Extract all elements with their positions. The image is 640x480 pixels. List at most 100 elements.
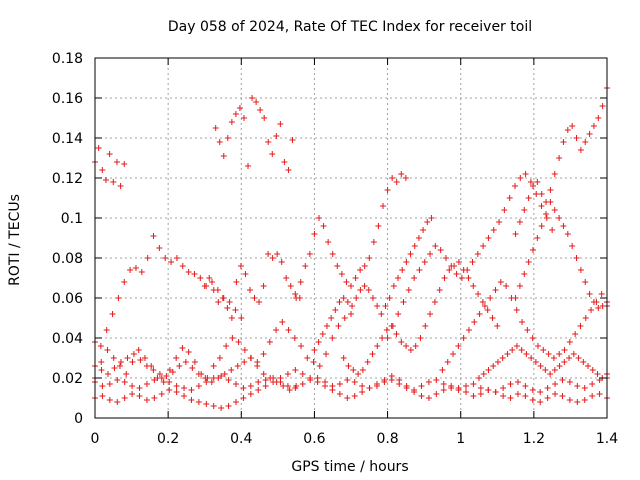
- data-point: [144, 255, 151, 261]
- data-point: [221, 371, 228, 377]
- data-point: [117, 183, 124, 189]
- data-point: [218, 405, 225, 411]
- data-point: [398, 171, 405, 177]
- data-point: [181, 385, 188, 391]
- data-point: [487, 295, 494, 301]
- data-point: [260, 351, 267, 357]
- y-axis-tick-labels: 0 0.02 0.04 0.06 0.08 0.1 0.12 0.14 0.16 0.18: [52, 51, 83, 427]
- data-point: [247, 391, 254, 397]
- data-point: [540, 347, 547, 353]
- data-point: [299, 381, 306, 387]
- data-point: [547, 199, 554, 205]
- data-point: [256, 299, 263, 305]
- series-sat-h: [92, 351, 300, 393]
- data-point: [203, 379, 210, 385]
- data-point: [556, 351, 563, 357]
- data-point: [228, 119, 235, 125]
- data-point: [216, 355, 223, 361]
- data-point: [349, 303, 356, 309]
- data-point: [470, 381, 477, 387]
- data-point: [325, 239, 332, 245]
- data-point: [160, 379, 167, 385]
- data-point: [273, 379, 280, 385]
- series-sat-i: [293, 171, 409, 301]
- data-point: [206, 275, 213, 281]
- data-point: [121, 379, 128, 385]
- data-point: [359, 383, 366, 389]
- data-point: [559, 377, 566, 383]
- data-point: [369, 295, 376, 301]
- data-point: [421, 259, 428, 265]
- data-point: [594, 371, 601, 377]
- data-point: [582, 139, 589, 145]
- data-point: [450, 351, 457, 357]
- data-point: [489, 315, 496, 321]
- data-point: [522, 393, 529, 399]
- data-point: [599, 103, 606, 109]
- data-point: [291, 335, 298, 341]
- data-point: [470, 283, 477, 289]
- data-point: [570, 351, 577, 357]
- data-point: [156, 245, 163, 251]
- data-point: [585, 363, 592, 369]
- data-point: [188, 387, 195, 393]
- data-point: [427, 311, 434, 317]
- data-point: [551, 171, 558, 177]
- data-point: [480, 371, 487, 377]
- data-point: [542, 367, 549, 373]
- data-point: [523, 351, 530, 357]
- data-point: [469, 259, 476, 265]
- data-point: [353, 295, 360, 301]
- data-point: [512, 231, 519, 237]
- data-point: [389, 175, 396, 181]
- series-sat-d: [201, 251, 303, 321]
- data-point: [560, 223, 567, 229]
- data-point: [113, 159, 120, 165]
- data-point: [464, 267, 471, 273]
- y-tick-label: 0.08: [52, 251, 83, 267]
- data-point: [388, 373, 395, 379]
- data-point: [529, 335, 536, 341]
- y-tick-label: 0.1: [61, 211, 83, 227]
- data-point: [471, 319, 478, 325]
- data-point: [98, 367, 105, 373]
- data-point: [446, 267, 453, 273]
- data-point: [320, 223, 327, 229]
- data-point: [114, 399, 121, 405]
- data-point: [432, 243, 439, 249]
- series-sat-j: [311, 215, 435, 353]
- data-point: [439, 367, 446, 373]
- data-point: [116, 363, 123, 369]
- data-point: [389, 323, 396, 329]
- data-point: [589, 381, 596, 387]
- data-point: [485, 387, 492, 393]
- data-point: [138, 269, 145, 275]
- data-point: [298, 343, 305, 349]
- data-point: [278, 259, 285, 265]
- y-axis-label: ROTI / TECUs: [7, 194, 23, 286]
- data-point: [287, 283, 294, 289]
- data-point: [522, 383, 529, 389]
- data-point: [417, 335, 424, 341]
- data-point: [245, 163, 252, 169]
- data-point: [561, 359, 568, 365]
- data-point: [465, 327, 472, 333]
- data-point: [225, 403, 232, 409]
- data-point: [522, 171, 529, 177]
- data-point: [269, 255, 276, 261]
- data-point: [395, 275, 402, 281]
- data-point: [277, 121, 284, 127]
- data-point: [156, 371, 163, 377]
- data-point: [195, 371, 202, 377]
- data-point: [232, 399, 239, 405]
- data-point: [378, 311, 385, 317]
- data-point: [241, 347, 248, 353]
- data-point: [261, 115, 268, 121]
- data-point: [127, 267, 134, 273]
- series-sat-m: [439, 279, 610, 373]
- data-point: [543, 215, 550, 221]
- data-point: [503, 283, 510, 289]
- data-point: [556, 215, 563, 221]
- data-point: [323, 323, 330, 329]
